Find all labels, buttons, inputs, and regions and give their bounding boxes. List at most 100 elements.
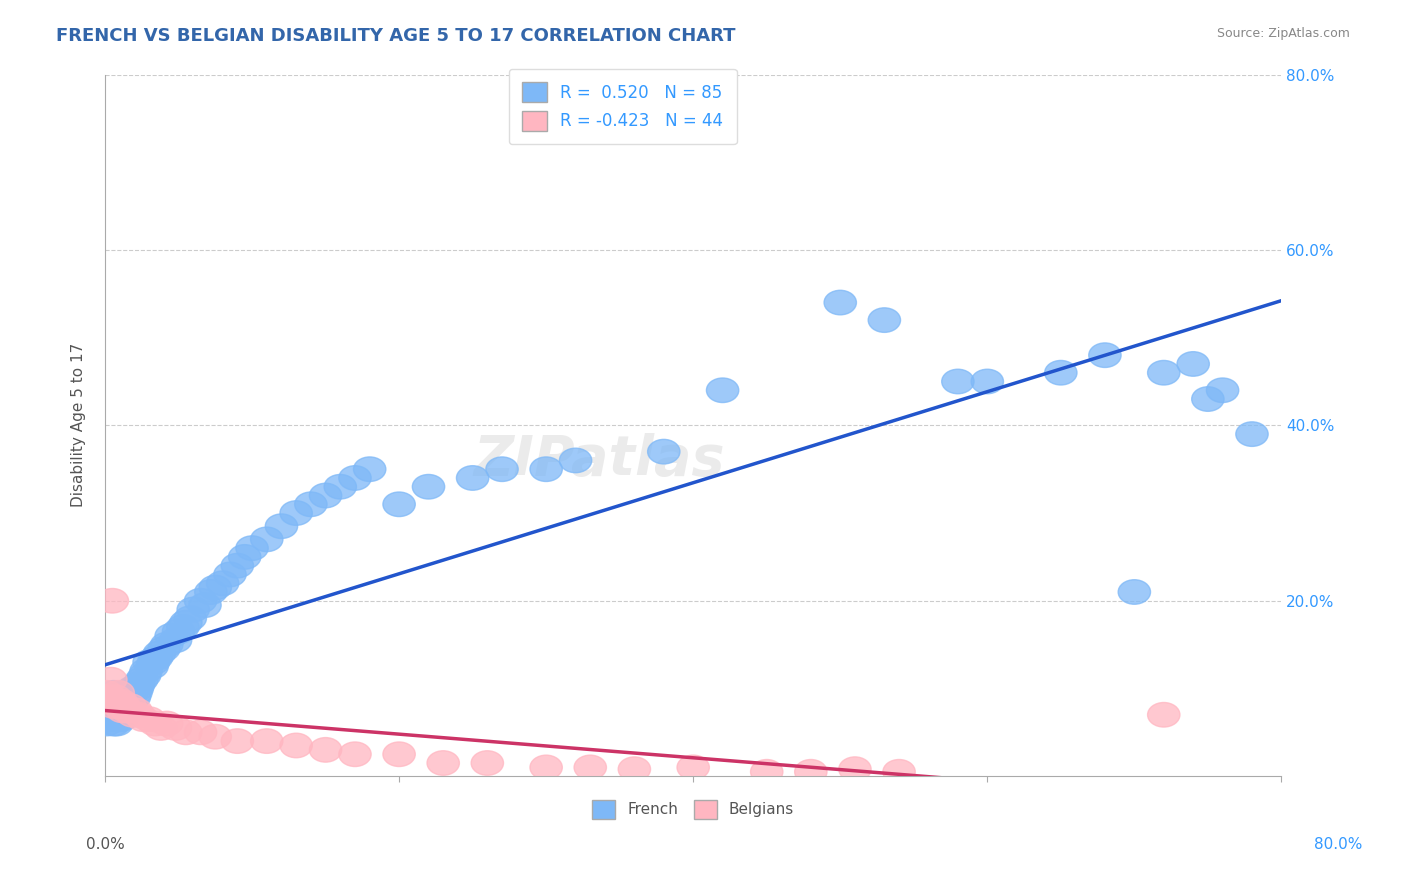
- Ellipse shape: [188, 593, 221, 617]
- Ellipse shape: [150, 632, 183, 657]
- Ellipse shape: [229, 545, 262, 569]
- Ellipse shape: [214, 562, 246, 587]
- Ellipse shape: [103, 681, 135, 706]
- Ellipse shape: [619, 757, 651, 781]
- Ellipse shape: [96, 690, 128, 714]
- Ellipse shape: [184, 589, 217, 613]
- Ellipse shape: [942, 369, 974, 393]
- Ellipse shape: [250, 527, 283, 551]
- Ellipse shape: [221, 729, 253, 754]
- Ellipse shape: [382, 492, 415, 516]
- Text: 80.0%: 80.0%: [1315, 838, 1362, 852]
- Ellipse shape: [1192, 387, 1225, 411]
- Ellipse shape: [91, 685, 124, 709]
- Ellipse shape: [250, 729, 283, 754]
- Ellipse shape: [94, 667, 127, 692]
- Ellipse shape: [280, 733, 312, 757]
- Ellipse shape: [127, 706, 159, 731]
- Ellipse shape: [90, 681, 122, 706]
- Ellipse shape: [145, 715, 177, 740]
- Ellipse shape: [91, 706, 124, 731]
- Ellipse shape: [1088, 343, 1121, 368]
- Ellipse shape: [266, 514, 298, 539]
- Ellipse shape: [427, 751, 460, 775]
- Ellipse shape: [107, 698, 139, 723]
- Ellipse shape: [150, 711, 183, 736]
- Ellipse shape: [121, 676, 153, 701]
- Ellipse shape: [104, 694, 136, 718]
- Ellipse shape: [129, 658, 162, 683]
- Text: ZIPatlas: ZIPatlas: [474, 434, 725, 487]
- Text: 0.0%: 0.0%: [86, 838, 125, 852]
- Ellipse shape: [141, 646, 173, 670]
- Ellipse shape: [93, 703, 125, 727]
- Ellipse shape: [134, 650, 166, 674]
- Ellipse shape: [486, 457, 519, 482]
- Ellipse shape: [105, 690, 138, 714]
- Ellipse shape: [339, 742, 371, 766]
- Ellipse shape: [824, 290, 856, 315]
- Ellipse shape: [128, 663, 160, 688]
- Ellipse shape: [221, 553, 253, 578]
- Ellipse shape: [103, 690, 135, 714]
- Ellipse shape: [111, 698, 143, 723]
- Ellipse shape: [96, 685, 128, 709]
- Ellipse shape: [353, 457, 385, 482]
- Text: FRENCH VS BELGIAN DISABILITY AGE 5 TO 17 CORRELATION CHART: FRENCH VS BELGIAN DISABILITY AGE 5 TO 17…: [56, 27, 735, 45]
- Ellipse shape: [972, 369, 1004, 393]
- Y-axis label: Disability Age 5 to 17: Disability Age 5 to 17: [72, 343, 86, 508]
- Ellipse shape: [98, 685, 131, 709]
- Ellipse shape: [114, 690, 146, 714]
- Ellipse shape: [194, 580, 226, 604]
- Ellipse shape: [114, 694, 146, 718]
- Ellipse shape: [93, 690, 125, 714]
- Ellipse shape: [117, 703, 149, 727]
- Ellipse shape: [236, 536, 269, 560]
- Ellipse shape: [200, 575, 232, 600]
- Ellipse shape: [111, 685, 143, 709]
- Ellipse shape: [97, 681, 129, 706]
- Ellipse shape: [167, 615, 200, 640]
- Ellipse shape: [207, 571, 239, 596]
- Ellipse shape: [530, 457, 562, 482]
- Ellipse shape: [110, 690, 142, 714]
- Ellipse shape: [134, 706, 166, 731]
- Ellipse shape: [706, 378, 738, 402]
- Ellipse shape: [170, 610, 202, 635]
- Ellipse shape: [309, 483, 342, 508]
- Ellipse shape: [101, 711, 134, 736]
- Ellipse shape: [174, 606, 207, 631]
- Ellipse shape: [309, 738, 342, 762]
- Ellipse shape: [280, 500, 312, 525]
- Ellipse shape: [574, 756, 606, 780]
- Ellipse shape: [112, 698, 145, 723]
- Ellipse shape: [105, 706, 138, 731]
- Ellipse shape: [98, 703, 131, 727]
- Ellipse shape: [200, 724, 232, 749]
- Ellipse shape: [159, 715, 191, 740]
- Ellipse shape: [115, 681, 148, 706]
- Ellipse shape: [103, 706, 135, 731]
- Ellipse shape: [101, 690, 134, 714]
- Ellipse shape: [839, 757, 872, 781]
- Ellipse shape: [412, 475, 444, 499]
- Ellipse shape: [1236, 422, 1268, 446]
- Ellipse shape: [1118, 580, 1150, 604]
- Ellipse shape: [1147, 703, 1180, 727]
- Ellipse shape: [155, 624, 187, 648]
- Ellipse shape: [1206, 378, 1239, 402]
- Ellipse shape: [101, 698, 134, 723]
- Ellipse shape: [94, 698, 127, 723]
- Ellipse shape: [108, 694, 141, 718]
- Ellipse shape: [530, 756, 562, 780]
- Ellipse shape: [339, 466, 371, 491]
- Ellipse shape: [125, 667, 157, 692]
- Ellipse shape: [325, 475, 357, 499]
- Ellipse shape: [457, 466, 489, 491]
- Ellipse shape: [143, 641, 176, 665]
- Ellipse shape: [98, 694, 131, 718]
- Ellipse shape: [1045, 360, 1077, 385]
- Ellipse shape: [118, 685, 150, 709]
- Ellipse shape: [295, 492, 328, 516]
- Ellipse shape: [122, 703, 155, 727]
